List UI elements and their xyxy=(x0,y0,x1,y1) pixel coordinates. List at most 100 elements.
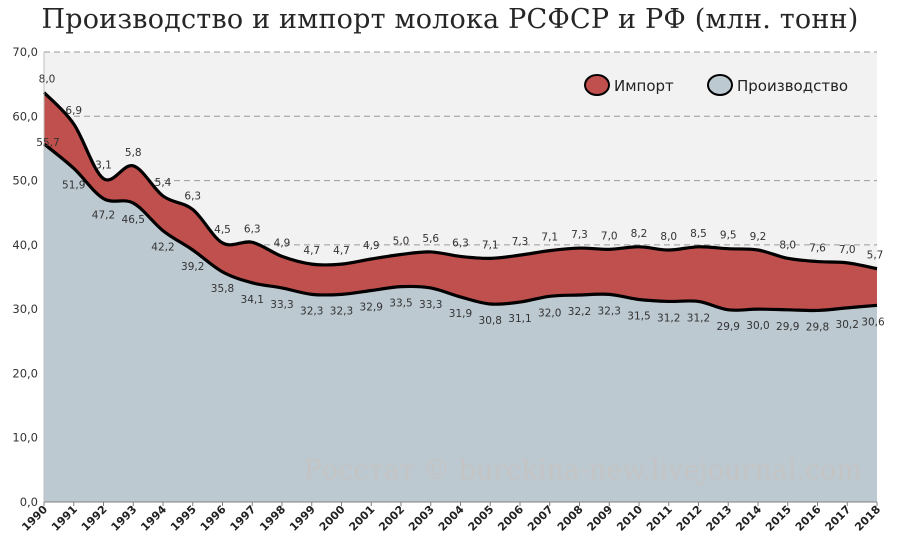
import-data-label: 4,7 xyxy=(303,245,320,257)
import-data-label: 7,1 xyxy=(541,232,558,244)
legend-swatch xyxy=(707,74,733,96)
x-tick-label: 2009 xyxy=(585,503,616,534)
watermark: Росстат © burckina-new.livejournal.com xyxy=(304,455,862,486)
x-tick-label: 2016 xyxy=(793,503,824,534)
production-data-label: 31,5 xyxy=(627,311,650,323)
y-axis: 0,0 10,0 20,0 30,0 40,0 50,0 60,0 70,0 xyxy=(12,45,45,509)
watermark-text: Росстат © burckina-new.livejournal.com xyxy=(304,455,862,486)
production-data-label: 29,9 xyxy=(717,321,740,333)
import-data-label: 4,5 xyxy=(214,224,231,236)
y-tick-label: 50,0 xyxy=(12,174,38,188)
chart-title: Производство и импорт молока РСФСР и РФ … xyxy=(41,4,859,35)
import-data-label: 8,5 xyxy=(690,228,707,240)
production-data-label: 32,3 xyxy=(330,305,353,317)
x-tick-label: 1996 xyxy=(198,503,229,534)
production-data-label: 32,2 xyxy=(568,306,591,318)
x-tick-label: 1998 xyxy=(257,503,288,534)
production-data-label: 39,2 xyxy=(181,261,204,273)
x-tick-label: 2004 xyxy=(436,503,467,534)
import-data-label: 9,5 xyxy=(720,230,737,242)
import-data-label: 8,0 xyxy=(779,239,796,251)
x-tick-label: 1993 xyxy=(109,503,140,534)
legend-label: Производство xyxy=(737,77,848,95)
import-data-label: 7,6 xyxy=(809,243,826,255)
legend-swatch xyxy=(584,74,610,96)
production-data-label: 30,6 xyxy=(861,316,885,328)
import-data-label: 5,8 xyxy=(125,147,142,159)
y-tick-label: 0,0 xyxy=(20,495,38,509)
production-line xyxy=(42,142,878,313)
import-data-label: 5,7 xyxy=(867,250,884,262)
y-tick-label: 40,0 xyxy=(12,238,38,252)
production-data-label: 33,3 xyxy=(270,299,293,311)
import-data-label: 7,3 xyxy=(512,236,529,248)
x-tick-label: 2000 xyxy=(317,503,348,534)
import-data-label: 5,4 xyxy=(155,177,172,189)
x-tick-label: 2017 xyxy=(823,503,854,534)
import-data-label: 6,3 xyxy=(452,237,469,249)
x-tick-label: 1994 xyxy=(138,503,169,534)
import-data-label: 8,2 xyxy=(631,228,648,240)
x-tick-label: 2011 xyxy=(644,503,675,534)
import-data-label: 6,9 xyxy=(65,105,82,117)
import-data-label: 5,0 xyxy=(393,236,410,248)
production-data-label: 32,9 xyxy=(360,302,383,314)
production-area xyxy=(44,143,877,502)
production-data-label: 31,2 xyxy=(687,312,710,324)
production-data-label: 42,2 xyxy=(151,242,174,254)
import-data-label: 9,2 xyxy=(750,231,767,243)
production-data-label: 32,3 xyxy=(300,305,323,317)
production-data-label: 30,2 xyxy=(836,319,859,331)
x-tick-label: 2001 xyxy=(347,503,378,534)
x-tick-label: 2008 xyxy=(555,503,586,534)
x-tick-label: 2005 xyxy=(466,503,497,534)
import-data-label: 5,6 xyxy=(422,233,439,245)
import-data-label: 4,9 xyxy=(274,237,291,249)
x-tick-label: 2013 xyxy=(704,503,735,534)
x-tick-label: 1995 xyxy=(168,503,199,534)
production-data-label: 32,3 xyxy=(598,305,621,317)
y-tick-label: 60,0 xyxy=(12,109,38,123)
x-tick-label: 2002 xyxy=(376,503,407,534)
import-data-label: 7,3 xyxy=(571,229,588,241)
x-tick-label: 2014 xyxy=(733,503,764,534)
production-data-label: 35,8 xyxy=(211,283,234,295)
production-data-label: 31,2 xyxy=(657,312,680,324)
import-data-label: 8,0 xyxy=(39,74,56,86)
production-data-label: 33,3 xyxy=(419,299,442,311)
legend-label: Импорт xyxy=(614,77,674,95)
production-data-label: 29,9 xyxy=(776,321,799,333)
legend: Импорт Производство xyxy=(584,74,848,96)
x-tick-label: 2010 xyxy=(614,503,645,534)
production-data-label: 55,7 xyxy=(36,137,59,149)
import-data-label: 7,0 xyxy=(839,244,856,256)
production-data-label: 29,8 xyxy=(806,321,829,333)
production-data-label: 30,0 xyxy=(746,320,769,332)
x-axis: 1990199119921993199419951996199719981999… xyxy=(19,501,883,534)
import-data-label: 8,0 xyxy=(660,231,677,243)
production-data-label: 34,1 xyxy=(241,294,264,306)
production-data-label: 51,9 xyxy=(62,179,85,191)
data-labels: 8,0 6,9 3,1 5,8 5,4 6,3 4,5 6,3 4,9 4,7 4,7 4,9 5,0 5… xyxy=(36,74,885,334)
production-data-label: 33,5 xyxy=(389,298,412,310)
x-tick-label: 1992 xyxy=(79,503,110,534)
import-data-label: 6,3 xyxy=(244,223,261,235)
y-tick-label: 30,0 xyxy=(12,302,38,316)
x-tick-label: 2006 xyxy=(495,503,526,534)
import-data-label: 6,3 xyxy=(184,191,201,203)
series-lines xyxy=(42,91,878,313)
x-tick-label: 2012 xyxy=(674,503,705,534)
production-data-label: 31,9 xyxy=(449,308,472,320)
x-tick-label: 2007 xyxy=(525,503,556,534)
x-tick-label: 2015 xyxy=(763,503,794,534)
import-top-line xyxy=(42,91,878,271)
x-tick-label: 2018 xyxy=(852,503,883,534)
production-data-label: 46,5 xyxy=(122,214,145,226)
y-tick-label: 70,0 xyxy=(12,45,38,59)
import-data-label: 4,9 xyxy=(363,240,380,252)
x-tick-label: 1999 xyxy=(287,503,318,534)
x-tick-label: 2003 xyxy=(406,503,437,534)
y-tick-label: 20,0 xyxy=(12,366,38,380)
import-data-label: 7,1 xyxy=(482,239,499,251)
